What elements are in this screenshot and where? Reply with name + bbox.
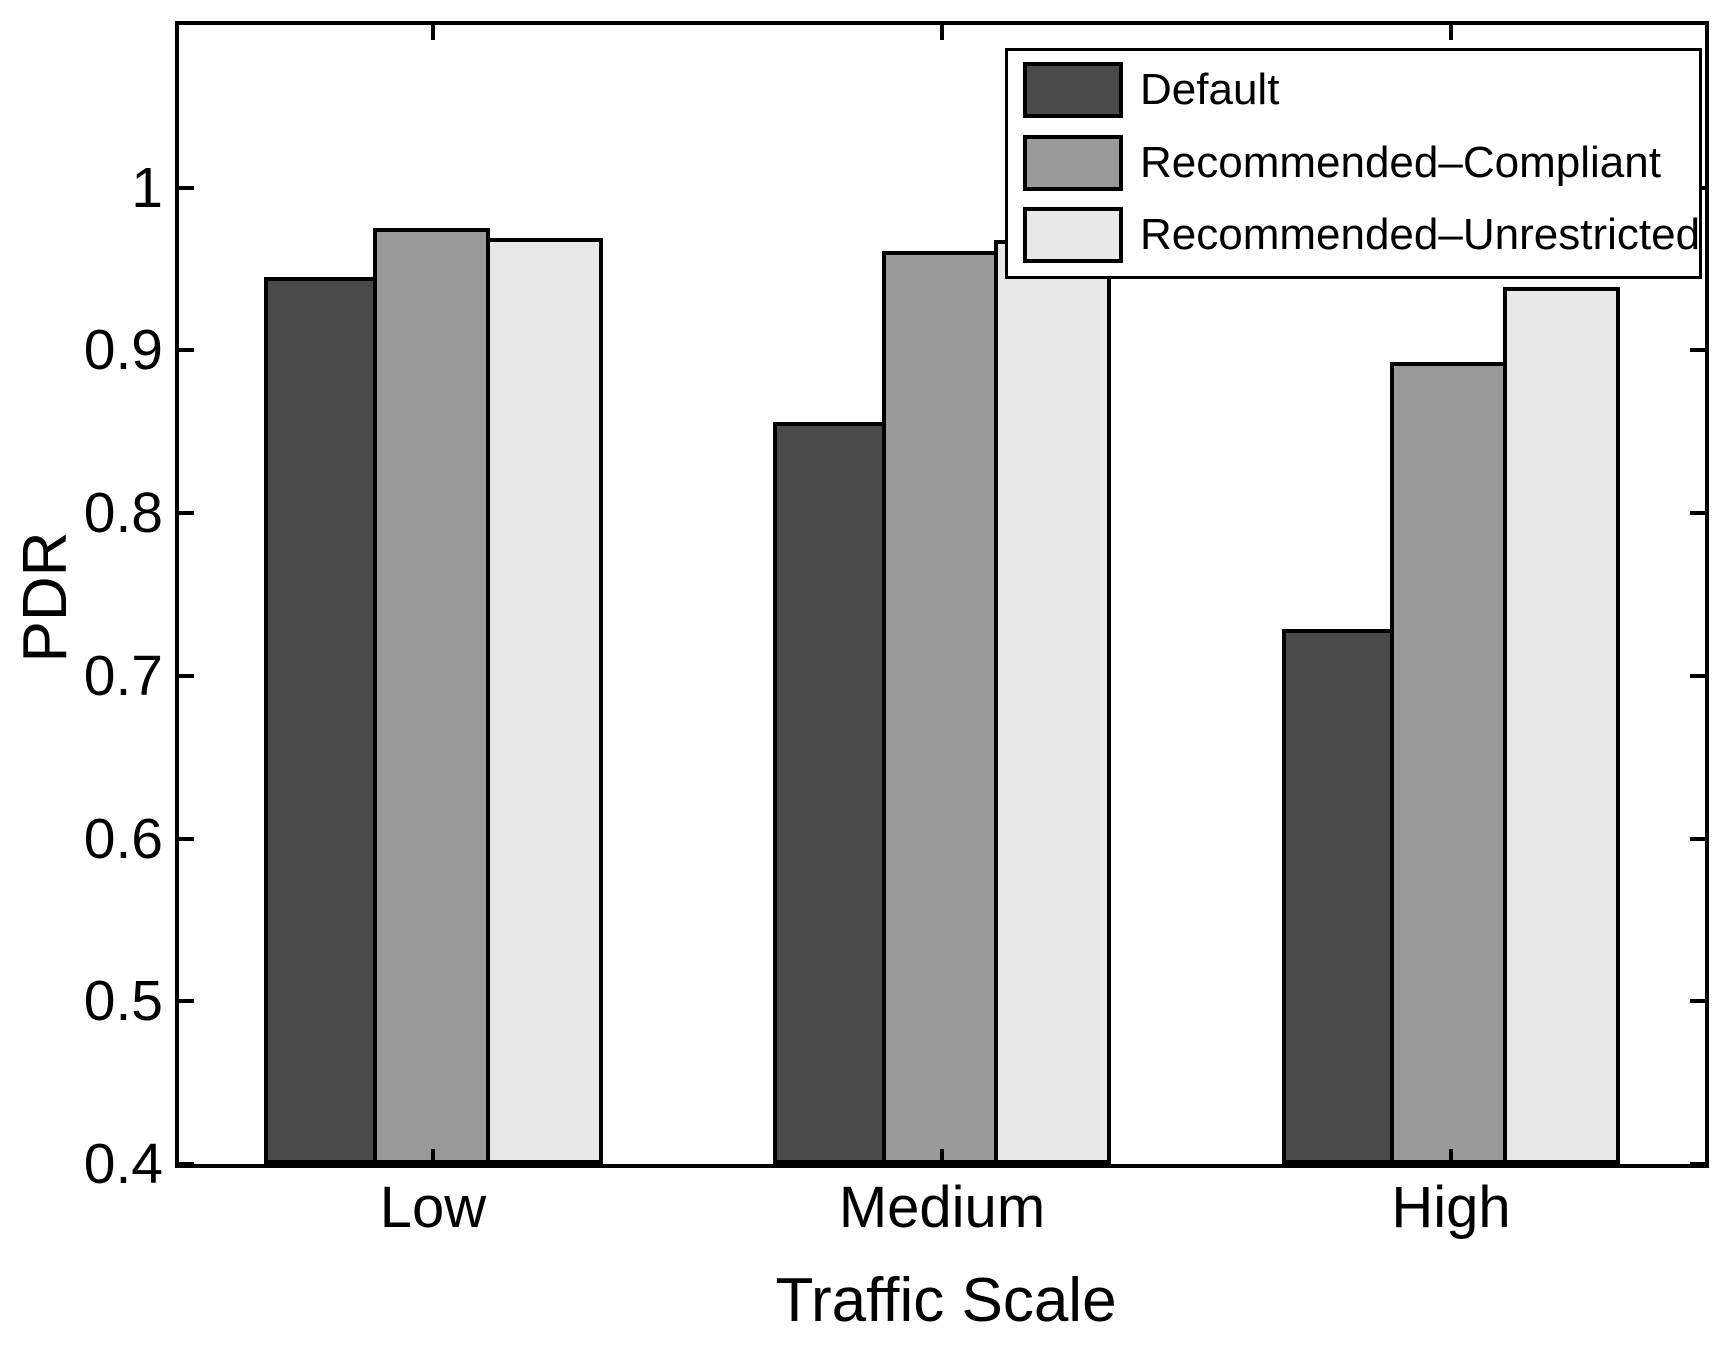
y-tick-label: 0.8 bbox=[83, 481, 163, 545]
x-tick-bottom bbox=[1449, 1149, 1453, 1164]
y-tick-right bbox=[1690, 348, 1705, 352]
bar-default-high bbox=[1282, 629, 1395, 1164]
x-tick-top bbox=[431, 25, 435, 40]
y-tick-left bbox=[179, 511, 194, 515]
y-tick-left bbox=[179, 348, 194, 352]
y-tick-label: 0.4 bbox=[83, 1132, 163, 1196]
bar-recommended-compliant-high bbox=[1390, 362, 1507, 1164]
y-tick-right bbox=[1690, 999, 1705, 1003]
y-tick-label: 0.7 bbox=[83, 644, 163, 708]
legend-item-recommended-compliant: Recommended–Compliant bbox=[1008, 134, 1699, 191]
bar-recommended-compliant-medium bbox=[882, 251, 999, 1164]
bar-default-medium bbox=[773, 422, 886, 1164]
legend-swatch-default bbox=[1023, 62, 1123, 118]
bar-recommended-unrestricted-medium bbox=[994, 240, 1111, 1164]
x-tick-bottom bbox=[940, 1149, 944, 1164]
x-axis-title: Traffic Scale bbox=[775, 1266, 1117, 1335]
y-tick-left bbox=[179, 999, 194, 1003]
bar-recommended-unrestricted-high bbox=[1503, 287, 1620, 1164]
legend-label: Recommended–Unrestricted bbox=[1140, 210, 1701, 259]
plot-frame bbox=[175, 21, 1709, 1168]
y-tick-label: 0.5 bbox=[83, 969, 163, 1033]
y-tick-right bbox=[1690, 837, 1705, 841]
x-tick-bottom bbox=[431, 1149, 435, 1164]
bar-recommended-compliant-low bbox=[373, 228, 490, 1164]
x-tick-label-low: Low bbox=[379, 1175, 487, 1240]
y-tick-label: 0.9 bbox=[83, 318, 163, 382]
y-tick-right bbox=[1690, 511, 1705, 515]
y-tick-left bbox=[179, 674, 194, 678]
y-tick-right bbox=[1690, 1162, 1705, 1166]
x-tick-top bbox=[940, 25, 944, 40]
x-tick-label-high: High bbox=[1391, 1175, 1511, 1240]
y-tick-left bbox=[179, 837, 194, 841]
legend-label: Default bbox=[1140, 65, 1280, 114]
x-tick-label-medium: Medium bbox=[838, 1175, 1046, 1240]
legend-item-recommended-unrestricted: Recommended–Unrestricted bbox=[1008, 207, 1701, 263]
y-tick-right bbox=[1690, 674, 1705, 678]
legend-label: Recommended–Compliant bbox=[1140, 137, 1661, 187]
y-tick-label: 1 bbox=[131, 156, 163, 220]
y-tick-left bbox=[179, 1162, 194, 1166]
x-tick-top bbox=[1449, 25, 1453, 40]
bar-recommended-unrestricted-low bbox=[486, 238, 603, 1164]
legend-swatch-recommended-compliant bbox=[1023, 134, 1123, 191]
legend-swatch-recommended-unrestricted bbox=[1023, 207, 1123, 263]
legend: Default Recommended–Compliant Recommended–… bbox=[1005, 48, 1702, 279]
y-tick-left bbox=[179, 186, 194, 190]
bar-default-low bbox=[264, 277, 377, 1164]
legend-item-default: Default bbox=[1008, 62, 1699, 118]
y-tick-label: 0.6 bbox=[83, 807, 163, 871]
